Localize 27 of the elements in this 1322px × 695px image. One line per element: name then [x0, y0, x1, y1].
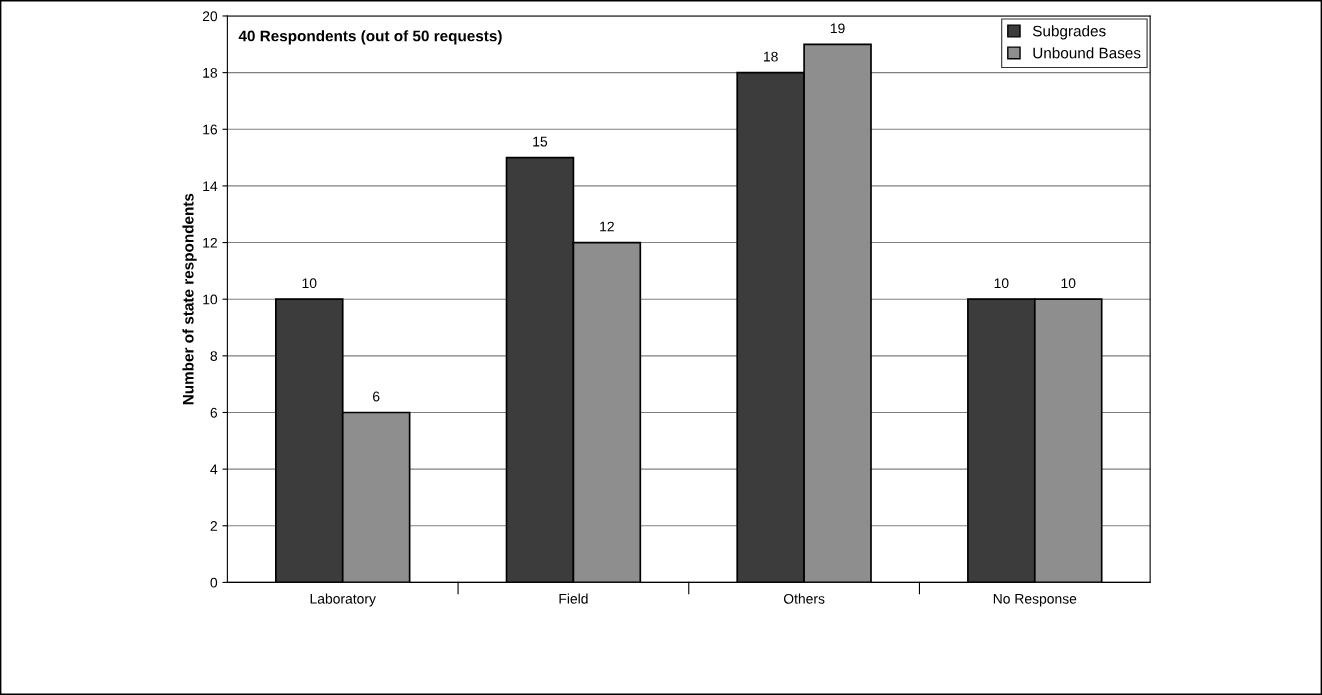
y-tick-label: 8: [210, 351, 218, 362]
data-label: 19: [830, 23, 845, 34]
data-label: 6: [373, 391, 380, 402]
y-tick-label: 20: [202, 11, 218, 22]
y-tick-label: 14: [203, 181, 218, 191]
y-axis-title: Number of state respondents: [182, 193, 197, 405]
data-label: 18: [763, 51, 778, 62]
y-tick-label: 0: [210, 577, 218, 588]
y-tick-label: 4: [210, 464, 218, 475]
x-tick-label: Field: [559, 593, 588, 604]
data-label: 10: [994, 278, 1009, 289]
y-tick-label: 18: [203, 67, 218, 78]
legend-label: Subgrades: [1032, 25, 1106, 40]
x-tick-label: Laboratory: [310, 593, 376, 607]
y-tick-label: 12: [203, 237, 217, 248]
y-tick-label: 2: [210, 521, 217, 531]
y-tick-label: 16: [203, 124, 218, 135]
y-tick-label: 10: [203, 294, 218, 305]
data-label: 10: [1061, 278, 1076, 289]
legend-label: Unbound Bases: [1033, 47, 1141, 59]
data-label: 15: [533, 136, 548, 147]
data-label: 10: [302, 278, 317, 289]
x-tick-label: No Response: [993, 594, 1077, 607]
data-label: 12: [600, 221, 614, 232]
y-tick-label: 6: [210, 407, 218, 418]
x-tick-label: Others: [783, 593, 825, 604]
annotation: 40 Respondents (out of 50 requests): [238, 30, 502, 45]
